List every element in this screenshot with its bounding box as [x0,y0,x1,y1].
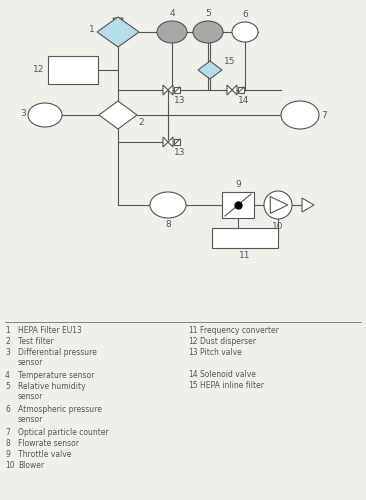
Text: Relative humidity
sensor: Relative humidity sensor [18,382,86,402]
Text: Throttle valve: Throttle valve [18,450,71,459]
Text: 14: 14 [238,96,250,105]
Ellipse shape [193,21,223,43]
Polygon shape [198,61,222,79]
Text: 1: 1 [5,326,10,335]
Ellipse shape [281,101,319,129]
Polygon shape [227,85,237,95]
Text: Blower: Blower [18,461,44,470]
Text: 6: 6 [242,10,248,19]
Ellipse shape [232,22,258,42]
Bar [238,87,244,93]
Text: 9: 9 [235,180,241,189]
Ellipse shape [157,21,187,43]
Text: 13: 13 [174,96,186,105]
Text: 11: 11 [188,326,198,335]
Text: Temperature sensor: Temperature sensor [18,371,94,380]
Text: HEPA Filter EU13: HEPA Filter EU13 [18,326,82,335]
Text: 15: 15 [188,381,198,390]
Text: 14: 14 [188,370,198,379]
Text: 3: 3 [20,108,26,118]
Text: Test filter: Test filter [18,337,54,346]
Bar [174,139,180,145]
Text: 2: 2 [138,118,143,127]
Text: Optical particle counter: Optical particle counter [18,428,109,437]
Text: 9: 9 [5,450,10,459]
Ellipse shape [28,103,62,127]
Text: HEPA inline filter: HEPA inline filter [200,381,264,390]
Polygon shape [163,85,173,95]
Text: 5: 5 [5,382,10,391]
Polygon shape [270,196,288,214]
Circle shape [264,191,292,219]
Text: 4: 4 [169,9,175,18]
Text: 3: 3 [5,348,10,357]
Polygon shape [302,198,314,212]
Bar [174,87,180,93]
Text: Frequency converter: Frequency converter [200,326,279,335]
Text: 13: 13 [188,348,198,357]
Text: Atmospheric pressure
sensor: Atmospheric pressure sensor [18,405,102,424]
Text: Solenoid valve: Solenoid valve [200,370,256,379]
Text: Differential pressure
sensor: Differential pressure sensor [18,348,97,368]
Bar [212,228,278,248]
Bar [222,192,254,218]
Polygon shape [113,18,123,30]
Ellipse shape [150,192,186,218]
Text: 8: 8 [5,439,10,448]
Text: 6: 6 [5,405,10,414]
Text: 11: 11 [239,251,251,260]
Text: 4: 4 [5,371,10,380]
Text: Flowrate sensor: Flowrate sensor [18,439,79,448]
Text: 7: 7 [5,428,10,437]
Text: 5: 5 [205,9,211,18]
Text: 12: 12 [33,66,44,74]
Text: 15: 15 [224,56,235,66]
Polygon shape [163,137,173,147]
Polygon shape [99,101,137,129]
Text: 1: 1 [89,26,95,35]
Text: 10: 10 [5,461,15,470]
Text: 8: 8 [165,220,171,229]
Text: 13: 13 [174,148,186,157]
Text: Dust disperser: Dust disperser [200,337,256,346]
Text: 2: 2 [5,337,10,346]
Bar [48,56,98,84]
Text: 10: 10 [272,222,284,231]
Text: 12: 12 [188,337,198,346]
Polygon shape [97,17,139,47]
Text: Pitch valve: Pitch valve [200,348,242,357]
Text: 7: 7 [321,110,327,120]
